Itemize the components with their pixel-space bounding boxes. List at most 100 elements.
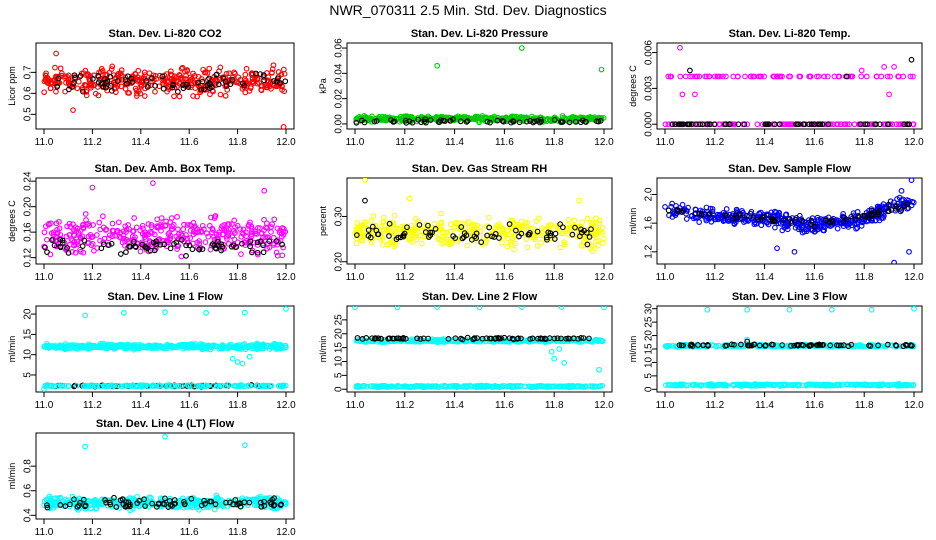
point-main <box>787 121 793 128</box>
point-main <box>192 85 199 91</box>
point-main <box>193 229 200 236</box>
point-black <box>170 82 176 89</box>
point-black <box>470 336 477 343</box>
point-main <box>123 229 129 235</box>
point-black <box>459 336 466 343</box>
point-main <box>254 251 261 258</box>
x-tick-label: 11.0 <box>656 137 675 148</box>
point-black <box>492 231 499 237</box>
point-cyan-low <box>720 382 727 389</box>
point-main <box>908 178 915 183</box>
point-main <box>179 76 186 82</box>
point-black <box>554 335 561 342</box>
point-main <box>122 223 129 230</box>
y-tick-label: 0.24 <box>23 171 34 191</box>
point-black <box>51 242 58 249</box>
point-black <box>898 207 905 213</box>
point-main <box>153 342 160 349</box>
point-black <box>552 236 558 242</box>
point-main <box>598 115 605 121</box>
point-cyan-low <box>780 381 787 388</box>
y-tick-label: 1.2 <box>644 244 655 258</box>
point-black <box>544 236 550 243</box>
point-black <box>385 335 392 342</box>
point-black <box>372 335 379 341</box>
point-black <box>808 217 815 224</box>
point-black <box>705 342 711 349</box>
point-main <box>834 225 841 232</box>
point-black <box>147 247 154 254</box>
point-cyan-low <box>122 382 129 389</box>
point-black <box>837 342 844 349</box>
point-main <box>512 240 518 247</box>
point-black <box>707 121 714 128</box>
plot-frame <box>35 432 295 520</box>
point-black <box>868 211 875 217</box>
point-cyan-low <box>378 383 385 390</box>
point-main <box>491 117 498 124</box>
y-tick-label: 30 <box>644 303 655 315</box>
point-main <box>782 212 789 218</box>
point-main <box>596 366 602 373</box>
point-cyan-low <box>750 382 756 389</box>
point-black <box>107 73 114 80</box>
point-black <box>270 78 277 84</box>
point-black <box>676 121 683 128</box>
y-tick-label: 0.4 <box>23 508 34 522</box>
point-main <box>683 216 690 222</box>
point-main <box>105 235 112 242</box>
point-main <box>114 72 121 79</box>
point-main <box>857 343 864 349</box>
point-main <box>167 76 174 83</box>
point-black <box>523 118 530 125</box>
point-black <box>693 121 699 128</box>
plot-frame <box>35 177 295 265</box>
point-black <box>901 121 908 128</box>
x-tick-label: 11.4 <box>445 137 464 148</box>
point-black <box>745 342 751 349</box>
point-main <box>779 121 785 128</box>
point-black <box>868 207 875 214</box>
point-main <box>786 73 792 80</box>
point-main <box>715 342 722 349</box>
point-cyan-low <box>217 383 224 389</box>
point-main <box>280 244 286 251</box>
point-black <box>167 245 174 252</box>
x-tick-label: 11.0 <box>346 137 365 148</box>
point-main <box>354 220 361 226</box>
point-main <box>238 251 244 257</box>
point-main <box>88 82 94 89</box>
point-black <box>885 201 892 208</box>
point-black <box>72 382 78 389</box>
point-main <box>272 345 279 352</box>
point-cyan-low <box>560 383 566 390</box>
point-main <box>821 227 827 234</box>
point-cyan-low <box>232 383 238 389</box>
point-black <box>893 205 899 212</box>
point-main <box>703 73 710 80</box>
point-main <box>158 215 165 221</box>
y-tick-label: 5 <box>334 372 345 378</box>
point-black <box>420 335 427 342</box>
point-main <box>178 231 185 238</box>
point-main <box>703 217 710 224</box>
point-cyan-low <box>94 382 101 389</box>
point-black <box>845 343 852 350</box>
point-cyan-low <box>202 383 209 390</box>
point-main <box>754 121 761 128</box>
x-tick-label: 11.6 <box>805 400 824 411</box>
point-main <box>476 306 483 311</box>
point-cyan-low <box>835 381 841 388</box>
point-black <box>698 211 705 218</box>
x-tick-label: 11.4 <box>131 527 150 538</box>
point-black <box>266 238 273 245</box>
point-black <box>665 207 672 214</box>
point-cyan-low <box>910 382 917 389</box>
point-main <box>168 226 175 232</box>
point-main <box>858 73 865 80</box>
point-main <box>891 259 897 264</box>
x-tick-label: 12.0 <box>276 272 296 283</box>
